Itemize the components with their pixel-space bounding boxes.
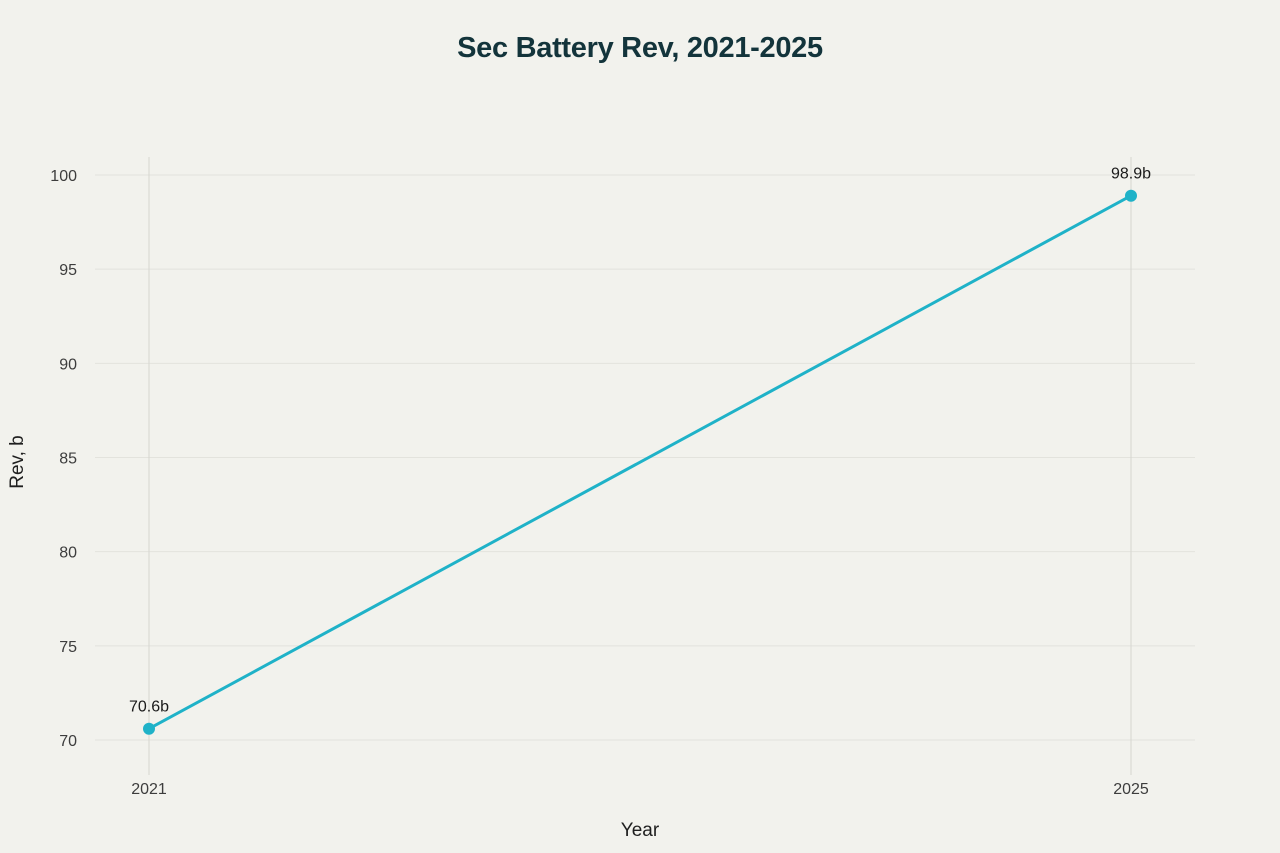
data-point bbox=[1125, 189, 1137, 202]
x-tick-label: 2021 bbox=[131, 781, 167, 798]
data-label: 98.9b bbox=[1111, 166, 1151, 183]
series-line bbox=[147, 194, 1133, 731]
x-axis-label: Year bbox=[620, 820, 660, 841]
y-tick-label: 85 bbox=[59, 451, 77, 468]
y-tick-label: 90 bbox=[59, 356, 77, 373]
y-tick-label: 95 bbox=[59, 262, 77, 279]
y-tick-label: 75 bbox=[59, 639, 77, 656]
data-point bbox=[143, 722, 155, 735]
y-tick-label: 80 bbox=[59, 545, 77, 562]
x-tick-label: 2025 bbox=[1113, 781, 1149, 798]
y-tick-label: 100 bbox=[50, 168, 77, 185]
y-tick-label: 70 bbox=[59, 733, 77, 750]
chart-title: Sec Battery Rev, 2021-2025 bbox=[457, 32, 823, 64]
data-label: 70.6b bbox=[129, 699, 169, 716]
